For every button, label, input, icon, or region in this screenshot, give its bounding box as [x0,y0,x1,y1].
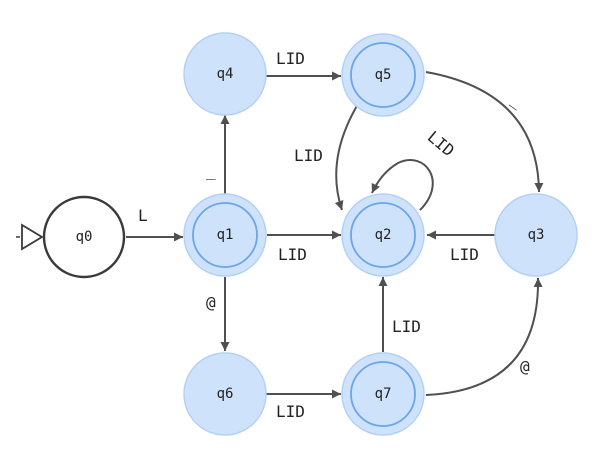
state-q3[interactable]: q3 [494,193,578,277]
state-label-q1: q1 [217,227,234,243]
state-q6[interactable]: q6 [183,352,267,436]
state-label-q3: q3 [528,227,545,243]
edge-label-q6-q7: LID [276,402,305,421]
start-arrow-icon [21,223,44,251]
edge-label-q5-q3: _ [508,90,527,111]
state-label-q4: q4 [217,66,234,82]
state-q4[interactable]: q4 [183,32,267,116]
state-q7[interactable]: q7 [341,352,425,436]
edge-label-q4-q5: LID [276,49,305,68]
edge-label-q7-q3: @ [520,357,530,376]
states: q0 q1 q2 q3 q4 q5 q6 [42,32,578,436]
state-label-q7: q7 [375,386,392,402]
edge-label-q1-q6: @ [206,293,216,312]
state-label-q5: q5 [375,67,392,83]
edge-label-q0-q1: L [138,206,148,225]
edge-label-q1-q2: LID [278,245,307,264]
edge-q2-q2 [371,159,434,211]
state-q5[interactable]: q5 [341,33,425,117]
edge-label-q5-q2: LID [294,146,323,165]
state-label-q6: q6 [217,386,234,402]
state-q0[interactable]: q0 [42,195,126,279]
edge-q5-q2 [334,103,359,211]
edge-label-q3-q2: LID [450,245,479,264]
state-label-q2: q2 [375,227,392,243]
edge-q5-q3 [425,71,544,193]
edge-label-q7-q2: LID [392,317,421,336]
edge-label-q2-q2: LID [424,127,458,160]
state-label-q0: q0 [76,229,93,245]
edge-q7-q3 [425,277,543,396]
state-q2[interactable]: q2 [341,193,425,277]
edge-label-q1-q4: _ [206,161,216,180]
state-q1[interactable]: q1 [183,193,267,277]
